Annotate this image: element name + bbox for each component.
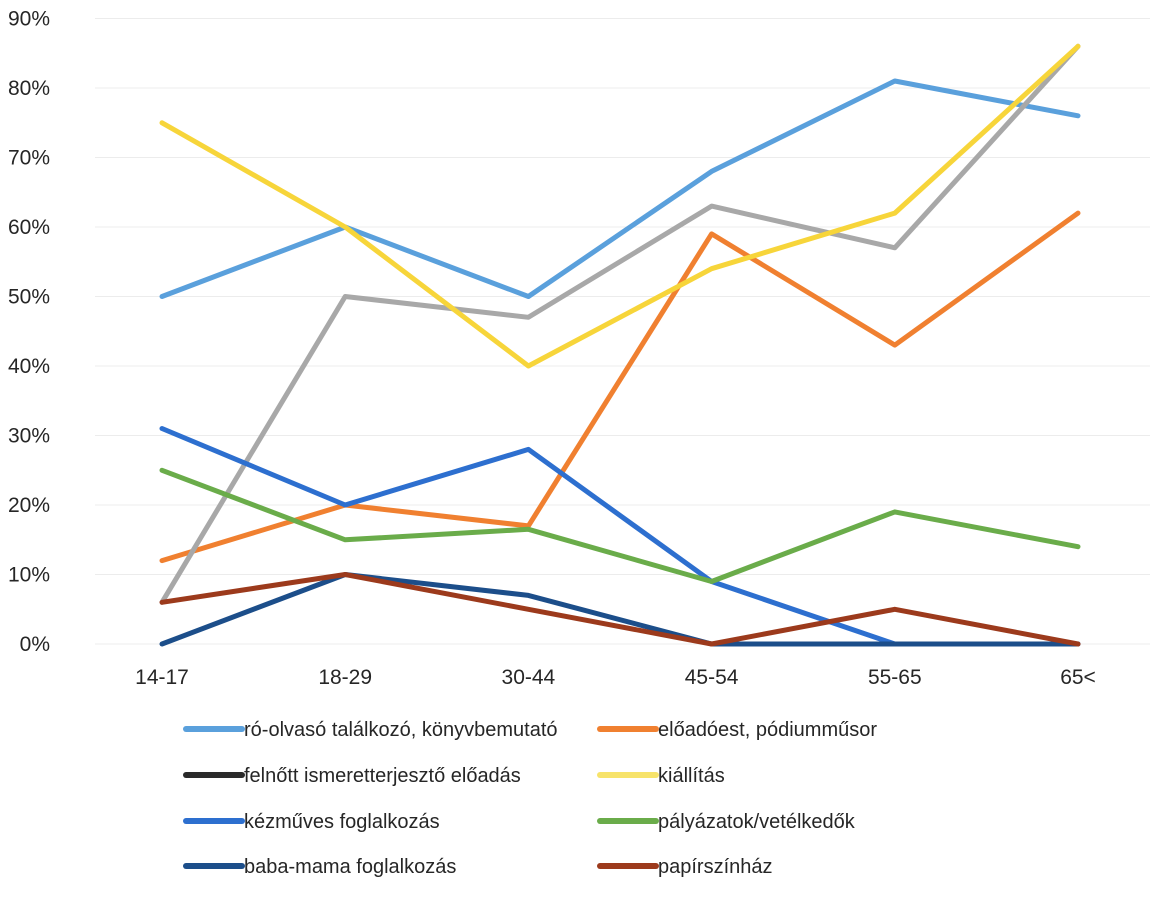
gridlines [95, 18, 1150, 645]
legend-label: papírszínház [658, 856, 773, 878]
y-tick-label: 60% [8, 216, 50, 239]
series-line-5 [159, 426, 1081, 647]
legend: ró-olvasó találkozó, könyvbemutató előadó… [183, 719, 877, 878]
legend-label: pályázatok/vetélkedők [658, 811, 856, 833]
series-line-1 [159, 78, 1081, 299]
legend-label: kézműves foglalkozás [244, 811, 440, 833]
legend-label: ró-olvasó találkozó, könyvbemutató [244, 719, 558, 741]
y-tick-label: 20% [8, 494, 50, 517]
y-tick-label: 40% [8, 355, 50, 378]
series-line-4 [159, 43, 1081, 369]
y-axis-ticks: 0% 10% 20% 30% 40% 50% 60% 70% 80% 90% [8, 8, 50, 657]
series-line-7 [159, 572, 1081, 647]
series-lines [159, 43, 1081, 647]
x-tick-label: 18-29 [318, 666, 372, 689]
x-tick-label: 14-17 [135, 666, 189, 689]
y-tick-label: 70% [8, 147, 50, 170]
series-line-3 [159, 43, 1081, 605]
legend-label: baba-mama foglalkozás [244, 856, 456, 878]
legend-label: előadóest, pódiumműsor [658, 719, 877, 741]
y-tick-label: 10% [8, 564, 50, 587]
y-tick-label: 0% [20, 633, 50, 656]
x-tick-label: 65< [1060, 666, 1096, 689]
legend-label: felnőtt ismeretterjesztő előadás [244, 765, 521, 787]
series-line-8 [159, 572, 1081, 647]
legend-label: kiállítás [658, 765, 725, 787]
y-tick-label: 90% [8, 8, 50, 31]
x-tick-label: 30-44 [502, 666, 556, 689]
x-tick-label: 45-54 [685, 666, 739, 689]
y-tick-label: 50% [8, 286, 50, 309]
x-axis-ticks: 14-17 18-29 30-44 45-54 55-65 65< [135, 666, 1096, 689]
x-tick-label: 55-65 [868, 666, 922, 689]
series-line-2 [159, 210, 1081, 564]
y-tick-label: 30% [8, 425, 50, 448]
series-line-6 [159, 467, 1081, 584]
y-tick-label: 80% [8, 77, 50, 100]
